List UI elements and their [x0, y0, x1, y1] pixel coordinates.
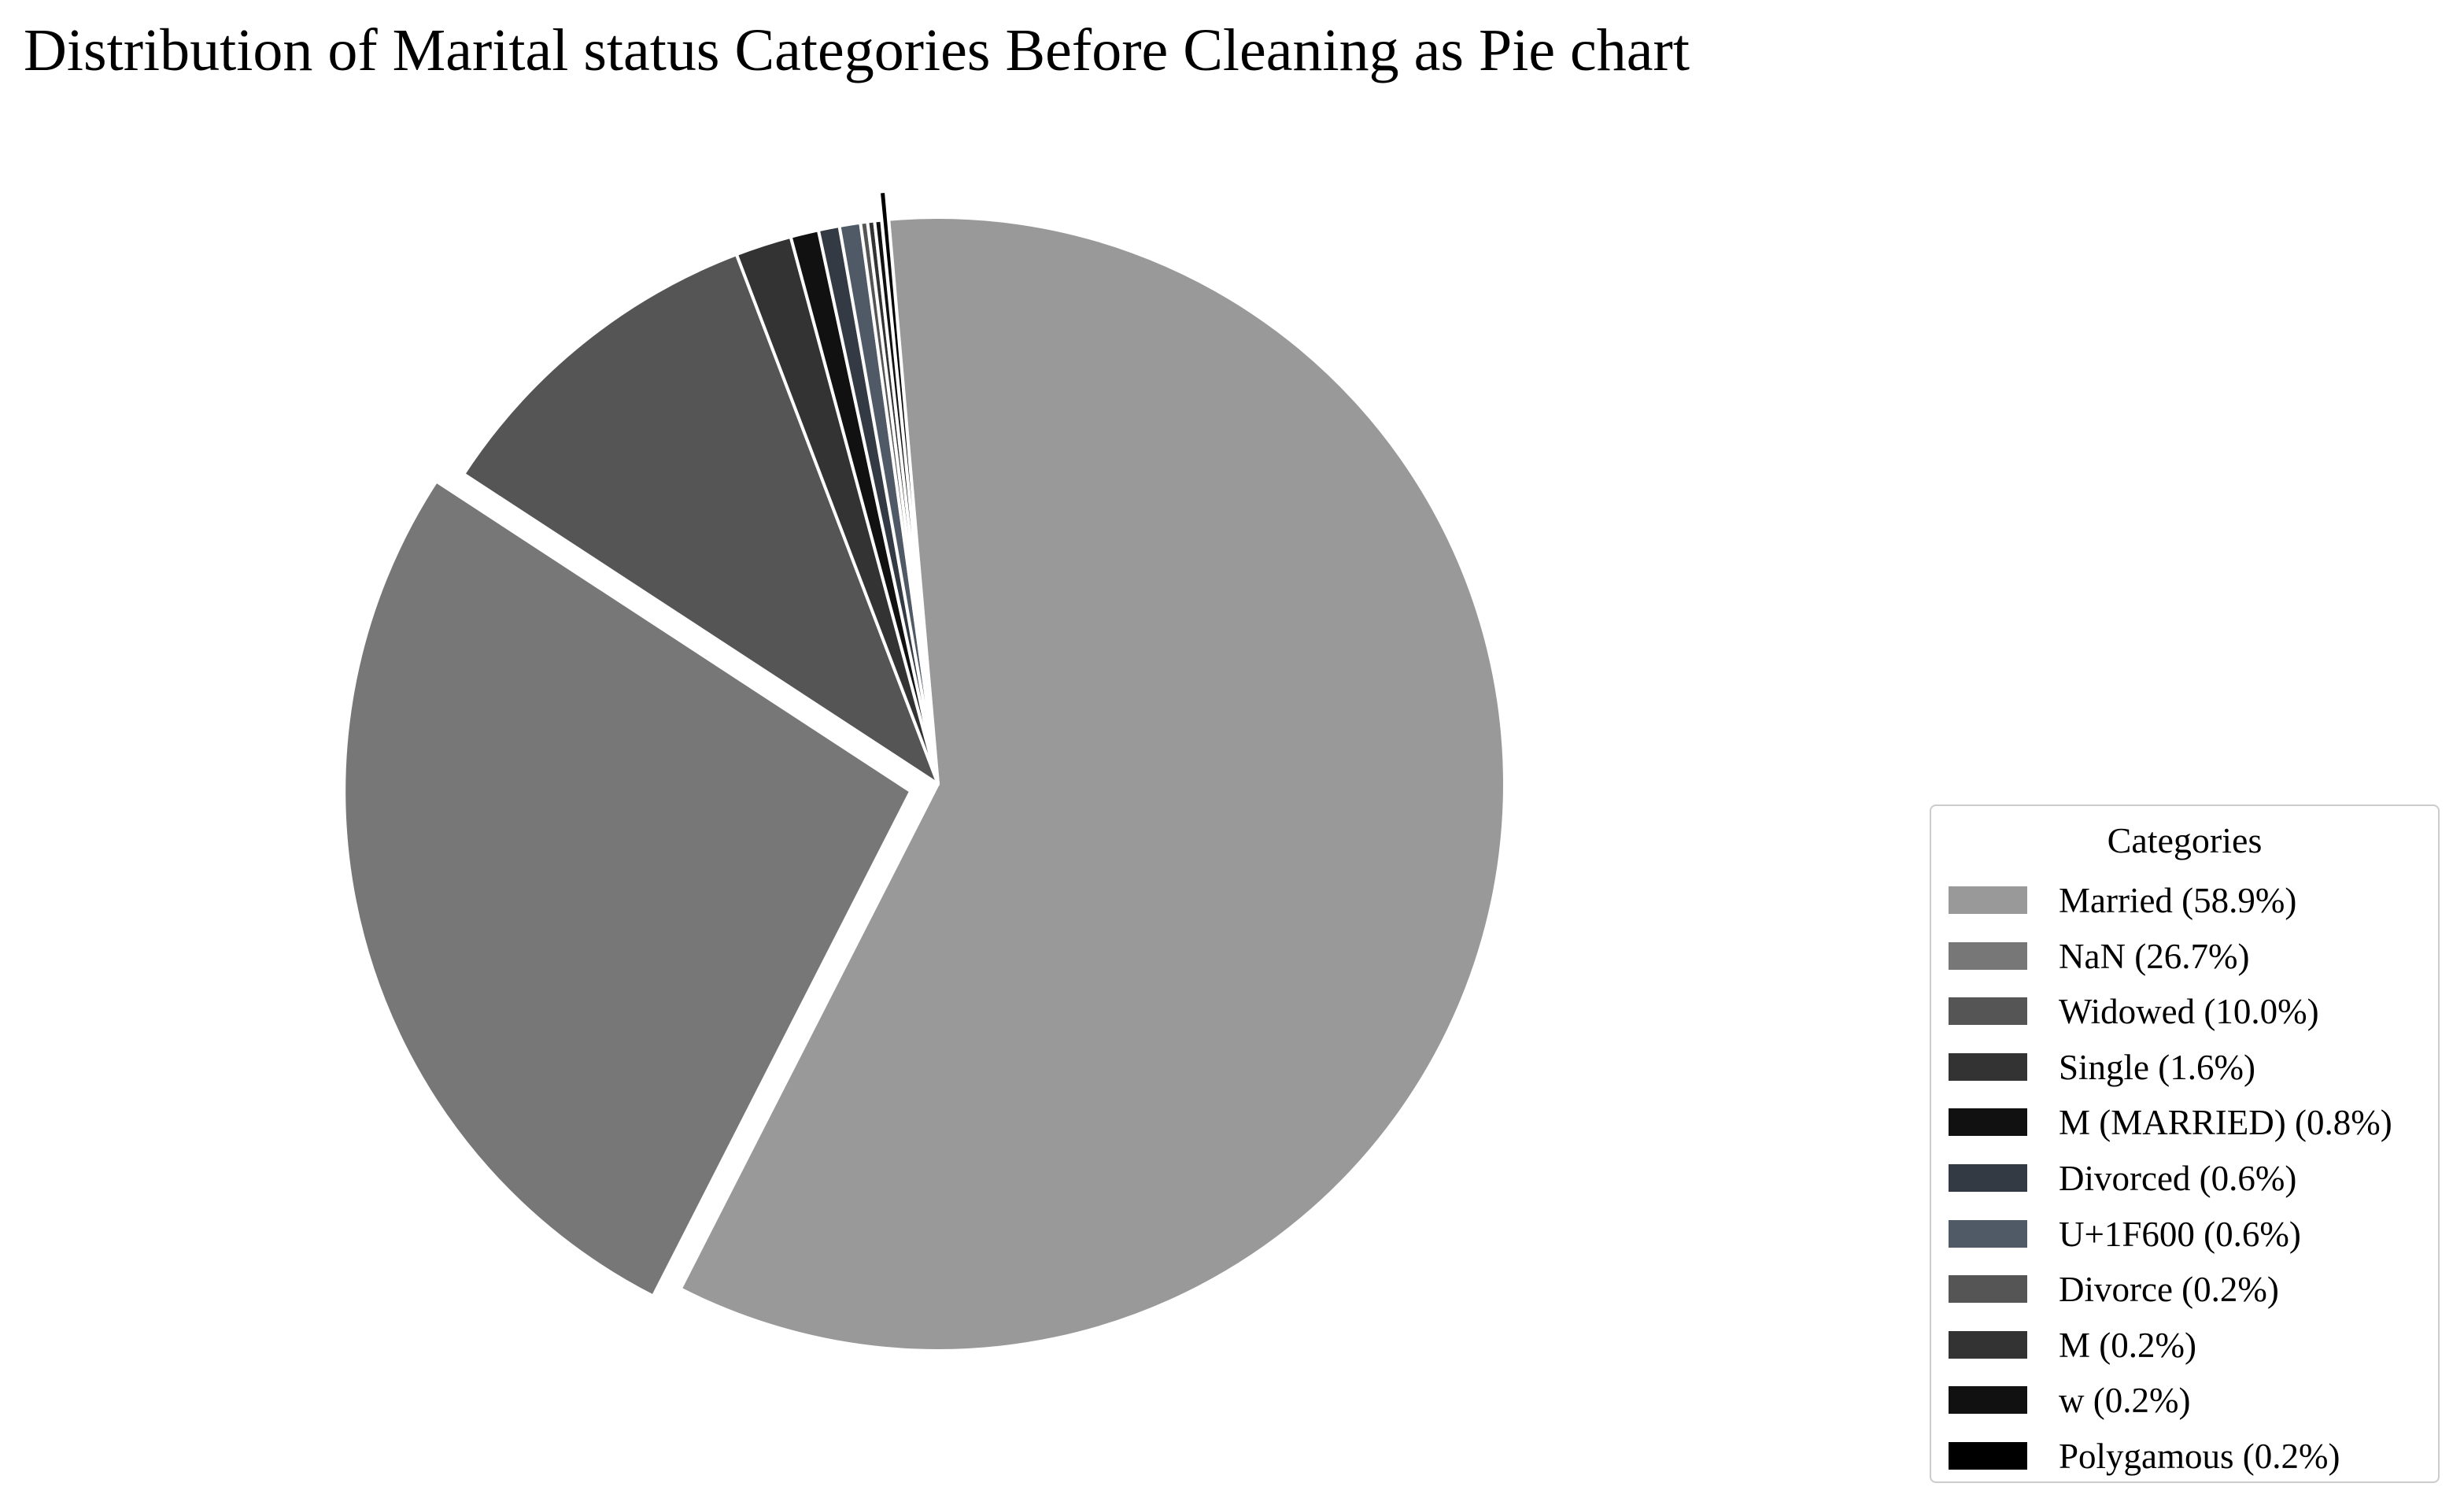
legend-swatch — [1949, 1275, 2027, 1304]
pie-slices — [342, 189, 1506, 1352]
pie-slice-10 — [877, 189, 937, 758]
legend-label: Single (1.6%) — [2059, 1047, 2255, 1087]
legend-label: Widowed (10.0%) — [2059, 992, 2319, 1032]
legend-swatch — [1949, 941, 2027, 970]
chart-title: Distribution of Marital status Categorie… — [24, 17, 1690, 83]
pie-slice-0 — [678, 216, 1506, 1352]
legend-swatch — [1949, 997, 2027, 1026]
legend: Categories Married (58.9%) NaN (26.7%) Wid… — [1930, 804, 2440, 1483]
pie-slice-2 — [462, 253, 940, 786]
legend-swatch — [1949, 1219, 2027, 1248]
legend-title: Categories — [2107, 820, 2263, 860]
legend-label: M (MARRIED) (0.8%) — [2059, 1103, 2392, 1143]
legend-label: Divorced (0.6%) — [2059, 1158, 2297, 1198]
legend-swatch — [1949, 1330, 2027, 1359]
legend-label: U+1F600 (0.6%) — [2059, 1214, 2301, 1254]
legend-swatch — [1949, 1108, 2027, 1137]
legend-label: NaN (26.7%) — [2059, 936, 2250, 976]
legend-label: w (0.2%) — [2059, 1381, 2191, 1421]
pie-slice-1 — [342, 479, 913, 1298]
legend-swatch — [1949, 886, 2027, 914]
legend-swatch — [1949, 1052, 2027, 1081]
legend-label: Married (58.9%) — [2059, 881, 2297, 920]
legend-swatch — [1949, 1386, 2027, 1415]
legend-label: Divorce (0.2%) — [2059, 1270, 2279, 1310]
legend-swatch — [1949, 1163, 2027, 1192]
legend-label: Polygamous (0.2%) — [2059, 1436, 2340, 1476]
legend-swatch — [1949, 1441, 2027, 1470]
legend-label: M (0.2%) — [2059, 1325, 2196, 1365]
